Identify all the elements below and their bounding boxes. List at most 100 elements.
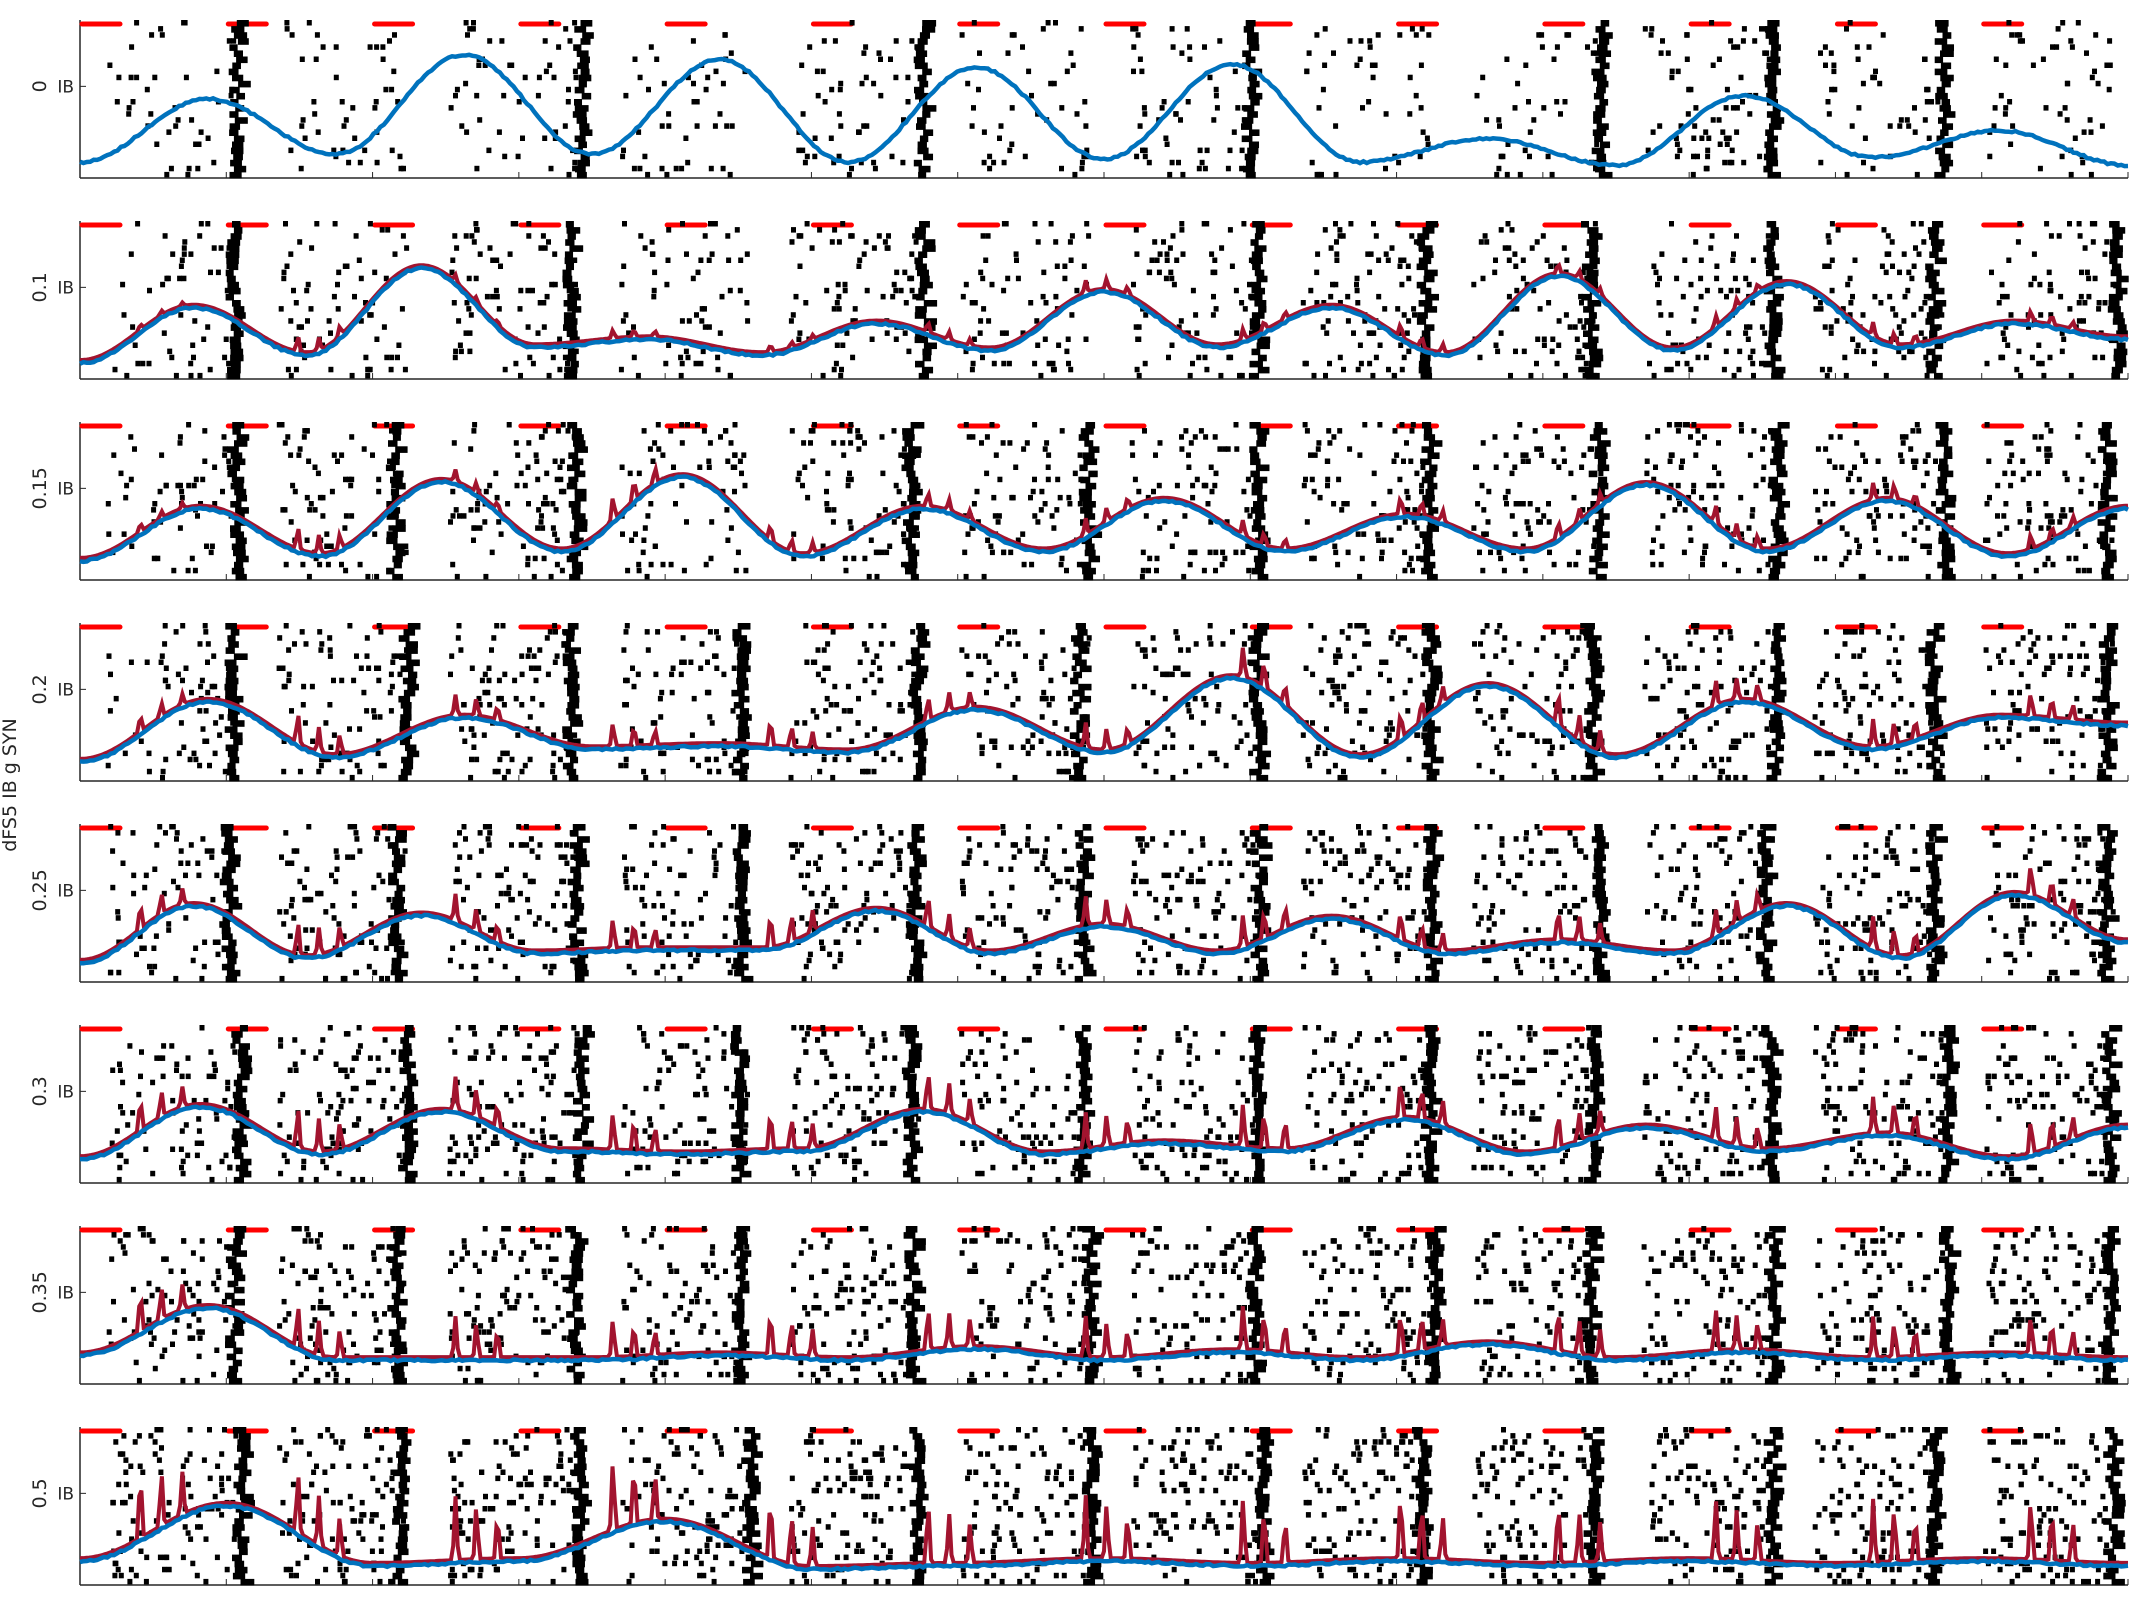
burst-mark xyxy=(566,708,576,715)
spike-mark xyxy=(1318,647,1324,653)
burst-mark xyxy=(230,360,241,368)
burst-mark xyxy=(917,38,928,45)
spike-mark xyxy=(1859,750,1865,757)
spike-mark xyxy=(1987,153,1993,160)
spike-mark xyxy=(121,312,127,318)
spike-mark xyxy=(1891,702,1897,708)
spike-mark xyxy=(1989,269,1994,276)
burst-mark xyxy=(571,507,581,514)
spike-mark xyxy=(1866,513,1872,519)
y-axis-label: dFS5 IB g SYN xyxy=(0,718,21,852)
spike-mark xyxy=(453,348,459,355)
spike-mark xyxy=(1339,507,1345,513)
spike-mark xyxy=(2044,422,2050,428)
spike-mark xyxy=(378,762,384,769)
spike-mark xyxy=(722,32,728,38)
spike-mark xyxy=(299,629,305,635)
spike-mark xyxy=(348,482,354,489)
spike-mark xyxy=(884,330,890,336)
burst-mark xyxy=(1588,470,1598,478)
spike-mark xyxy=(197,372,203,379)
burst-mark xyxy=(1773,689,1787,697)
burst-mark xyxy=(1253,665,1262,673)
spike-mark xyxy=(1179,227,1185,233)
burst-mark xyxy=(1926,348,1936,356)
burst-mark xyxy=(1929,233,1939,240)
spike-mark xyxy=(1384,726,1390,732)
burst-mark xyxy=(400,665,414,673)
spike-mark xyxy=(1764,726,1770,732)
burst-mark xyxy=(403,689,416,697)
spike-mark xyxy=(712,123,718,129)
spike-mark xyxy=(1706,135,1712,141)
spike-mark xyxy=(1304,519,1310,525)
spike-mark xyxy=(2015,641,2021,647)
spike-mark xyxy=(1874,507,1879,513)
burst-mark xyxy=(1932,774,1946,782)
spike-mark xyxy=(1702,762,1708,769)
spike-mark xyxy=(487,824,492,830)
spike-mark xyxy=(188,372,194,379)
spike-mark xyxy=(1496,165,1502,172)
spike-mark xyxy=(1204,147,1210,154)
spike-mark xyxy=(1823,446,1829,452)
spike-mark xyxy=(2044,513,2050,519)
spike-mark xyxy=(1365,251,1371,257)
spike-mark xyxy=(217,732,223,738)
spike-mark xyxy=(283,909,289,915)
spike-mark xyxy=(1325,458,1331,464)
spike-mark xyxy=(2061,336,2067,342)
spike-mark xyxy=(554,824,560,830)
spike-mark xyxy=(1074,111,1080,117)
spike-mark xyxy=(2084,269,2090,276)
burst-mark xyxy=(2116,342,2126,350)
spike-mark xyxy=(1820,677,1826,684)
burst-mark xyxy=(390,927,400,934)
spike-mark xyxy=(1331,50,1336,56)
spike-mark xyxy=(1337,774,1343,781)
spike-mark xyxy=(1927,543,1932,549)
spike-mark xyxy=(1237,372,1242,379)
burst-mark xyxy=(563,677,578,685)
burst-mark xyxy=(1766,348,1777,356)
spike-mark xyxy=(1678,732,1683,738)
burst-mark xyxy=(1587,702,1600,709)
spike-mark xyxy=(715,635,721,641)
spike-mark xyxy=(1388,635,1394,641)
burst-mark xyxy=(568,501,581,508)
burst-mark xyxy=(1581,263,1594,271)
spike-mark xyxy=(964,653,970,659)
burst-mark xyxy=(1583,726,1593,733)
burst-mark xyxy=(1767,86,1778,94)
burst-mark xyxy=(2102,476,2112,484)
spike-mark xyxy=(891,519,897,525)
spike-mark xyxy=(2033,653,2039,659)
spike-mark xyxy=(558,488,564,495)
spike-mark xyxy=(188,251,194,257)
burst-mark xyxy=(1765,129,1774,136)
spike-mark xyxy=(1554,99,1560,105)
burst-mark xyxy=(1248,92,1263,100)
burst-mark xyxy=(1417,233,1430,240)
spike-mark xyxy=(997,476,1003,483)
burst-mark xyxy=(1241,123,1253,130)
burst-mark xyxy=(236,20,249,27)
spike-mark xyxy=(1843,372,1849,379)
spike-mark xyxy=(536,74,542,81)
spike-mark xyxy=(635,671,641,678)
spike-mark xyxy=(1699,135,1705,141)
spike-mark xyxy=(288,318,294,324)
spike-mark xyxy=(1399,281,1405,288)
spike-mark xyxy=(906,348,912,355)
spike-mark xyxy=(1478,239,1484,245)
spike-mark xyxy=(451,440,457,446)
spike-mark xyxy=(1539,32,1545,38)
spike-mark xyxy=(981,306,987,312)
spike-mark xyxy=(225,695,231,702)
spike-mark xyxy=(1689,738,1695,744)
spike-mark xyxy=(878,641,884,647)
burst-mark xyxy=(580,38,591,45)
spike-mark xyxy=(814,714,820,720)
spike-mark xyxy=(301,683,307,690)
burst-mark xyxy=(915,263,927,271)
